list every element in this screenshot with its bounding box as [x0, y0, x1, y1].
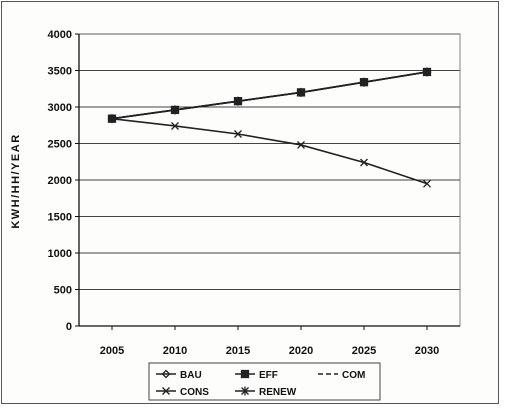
legend-item-eff: EFF — [235, 369, 278, 381]
legend-box — [148, 362, 381, 401]
legend-item-renew: RENEW — [235, 386, 297, 398]
axes — [78, 33, 461, 327]
y-tick-label: 500 — [54, 285, 72, 297]
x-tick-label: 2015 — [226, 345, 250, 357]
x-tick-label: 2005 — [100, 345, 124, 357]
series-renew — [108, 67, 431, 124]
legend-label: RENEW — [259, 387, 297, 398]
x-tick-label: 2030 — [415, 345, 439, 357]
y-tick-label: 3500 — [48, 66, 72, 78]
chart-frame — [1, 1, 499, 404]
y-tick-label: 4000 — [48, 29, 72, 41]
y-tick-label: 1500 — [48, 212, 72, 224]
data-point-cons — [423, 179, 431, 188]
legend-label: EFF — [259, 370, 278, 381]
y-tick-label: 2500 — [48, 139, 72, 151]
data-point-renew — [423, 67, 431, 77]
legend-label: COM — [342, 370, 365, 381]
y-tick-label: 2000 — [48, 175, 72, 187]
y-tick-label: 0 — [66, 321, 72, 333]
legend-marker — [241, 386, 249, 396]
data-point-renew — [171, 105, 179, 115]
data-point-renew — [360, 77, 368, 87]
legend-marker — [240, 369, 250, 379]
data-point-renew — [234, 96, 242, 106]
series-line-cons — [111, 117, 428, 185]
legend: BAU EFF COM CONS RENEW — [148, 362, 381, 401]
x-tick-labels: 2005 2010 2015 2020 2025 2030 — [100, 326, 439, 357]
data-point-cons — [297, 141, 305, 149]
series-lines — [107, 67, 432, 188]
legend-item-com: COM — [318, 370, 365, 381]
data-point-renew — [297, 87, 305, 97]
data-point-renew — [108, 114, 116, 124]
data-point-cons — [360, 158, 368, 167]
y-axis-title: KWH/HH/YEAR — [10, 133, 22, 228]
legend-marker — [162, 387, 170, 395]
data-point-cons — [171, 122, 179, 130]
x-tick-label: 2020 — [289, 345, 313, 357]
legend-label: CONS — [180, 387, 209, 398]
y-tick-label: 1000 — [48, 248, 72, 260]
grid-lines — [75, 33, 460, 327]
series-cons — [108, 114, 431, 188]
legend-item-bau: BAU — [156, 369, 202, 381]
series-line-renew — [111, 71, 428, 120]
data-point-cons — [234, 130, 242, 138]
legend-item-cons: CONS — [156, 387, 209, 398]
y-tick-labels: 0 500 1000 1500 2000 2500 3000 3500 4000 — [48, 29, 72, 333]
legend-marker — [161, 369, 171, 379]
series-eff — [107, 67, 432, 123]
x-tick-label: 2025 — [352, 345, 376, 357]
x-tick-label: 2010 — [163, 345, 187, 357]
legend-label: BAU — [180, 370, 202, 381]
series-bau — [107, 67, 432, 124]
y-tick-label: 3000 — [48, 102, 72, 114]
